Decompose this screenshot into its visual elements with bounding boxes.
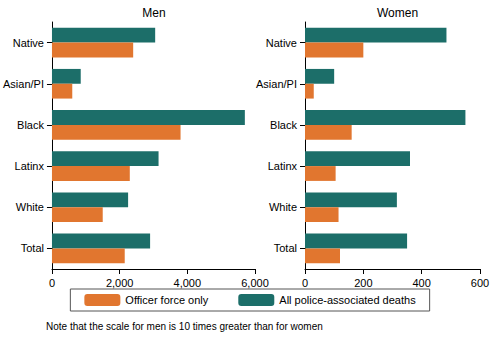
svg-text:6,000: 6,000 [241, 277, 269, 289]
svg-text:All police-associated deaths: All police-associated deaths [279, 294, 416, 306]
svg-text:200: 200 [354, 277, 372, 289]
svg-text:White: White [269, 201, 297, 213]
svg-text:0: 0 [302, 277, 308, 289]
svg-text:Women: Women [377, 6, 418, 20]
svg-text:Native: Native [266, 37, 297, 49]
svg-text:Black: Black [17, 119, 44, 131]
svg-text:Asian/PI: Asian/PI [3, 78, 44, 90]
svg-text:600: 600 [471, 277, 489, 289]
svg-text:4,000: 4,000 [174, 277, 202, 289]
svg-text:Officer force only: Officer force only [125, 294, 208, 306]
svg-text:2,000: 2,000 [106, 277, 134, 289]
svg-text:White: White [16, 201, 44, 213]
svg-text:Note that the scale for men is: Note that the scale for men is 10 times … [46, 321, 323, 332]
svg-text:Asian/PI: Asian/PI [256, 78, 297, 90]
svg-text:0: 0 [49, 277, 55, 289]
svg-text:400: 400 [412, 277, 430, 289]
svg-text:Total: Total [274, 242, 297, 254]
svg-text:Total: Total [21, 242, 44, 254]
svg-text:Latinx: Latinx [268, 160, 298, 172]
svg-text:Native: Native [13, 37, 44, 49]
svg-text:Black: Black [270, 119, 297, 131]
svg-text:Men: Men [142, 6, 165, 20]
svg-text:Latinx: Latinx [15, 160, 45, 172]
